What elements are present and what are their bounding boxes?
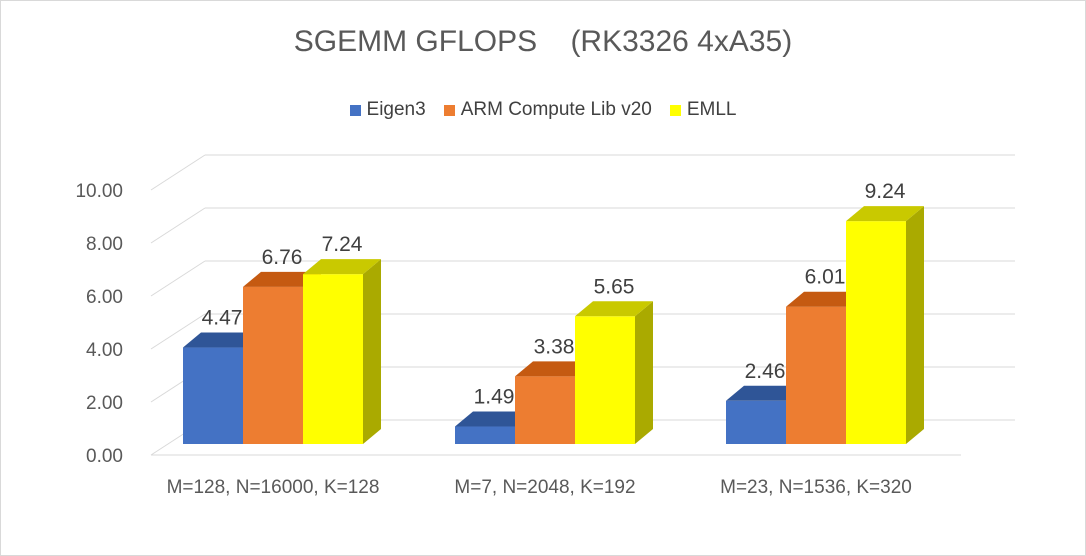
data-label-0-0: 4.47 (202, 307, 243, 330)
legend-label-arm-compute-lib: ARM Compute Lib v20 (460, 99, 652, 120)
bar-top-0-0 (183, 332, 261, 348)
legend-item-emll: EMLL (669, 99, 737, 121)
data-label-2-0: 7.24 (322, 233, 363, 256)
bar-front-0-1 (455, 426, 515, 444)
x-category-label-0: M=128, N=16000, K=128 (167, 477, 380, 498)
bar-front-2-0 (303, 274, 363, 444)
bar-front-2-1 (575, 316, 635, 444)
legend-label-emll: EMLL (686, 99, 737, 120)
gridline-slant-2 (150, 313, 206, 350)
bar-top-2-2 (846, 206, 924, 222)
y-tick-label-3: 6.00 (86, 287, 123, 308)
bar-top-2-0 (303, 259, 381, 275)
gridline-slant-5 (150, 154, 206, 191)
y-tick-label-4: 8.00 (86, 234, 123, 255)
bar-front-0-0 (183, 347, 243, 444)
legend-swatch-emll (669, 104, 681, 116)
bar-top-0-1 (455, 411, 533, 427)
x-category-label-1: M=7, N=2048, K=192 (454, 477, 635, 498)
legend-swatch-arm-compute-lib (443, 104, 455, 116)
x-category-label-2: M=23, N=1536, K=320 (720, 477, 912, 498)
bar-top-0-2 (726, 385, 804, 401)
data-label-0-2: 2.46 (745, 360, 786, 383)
bar-front-1-1 (515, 376, 575, 444)
y-tick-label-2: 4.00 (86, 340, 123, 361)
legend-swatch-eigen3 (349, 104, 361, 116)
gridline-slant-4 (150, 207, 206, 244)
bar-top-1-0 (243, 271, 321, 287)
legend-item-arm-compute-lib: ARM Compute Lib v20 (443, 99, 652, 121)
y-tick-label-1: 2.00 (86, 393, 123, 414)
y-tick-label-0: 0.00 (86, 446, 123, 467)
bar-front-1-0 (243, 286, 303, 444)
data-label-1-0: 6.76 (262, 246, 303, 269)
chart-title: SGEMM GFLOPS (RK3326 4xA35) (293, 25, 793, 58)
legend-item-eigen3: Eigen3 (349, 99, 426, 121)
data-label-1-1: 3.38 (534, 335, 575, 358)
bar-front-2-2 (846, 221, 906, 444)
bar-top-1-2 (786, 291, 864, 307)
bar-front-0-2 (726, 400, 786, 444)
gridline-slant-3 (150, 260, 206, 297)
bar-front-1-2 (786, 306, 846, 444)
data-label-2-2: 9.24 (865, 180, 906, 203)
bar-top-2-1 (575, 301, 653, 317)
bar-side-2-1 (635, 301, 653, 444)
data-label-0-1: 1.49 (474, 386, 515, 409)
data-label-1-2: 6.01 (805, 266, 846, 289)
y-tick-label-5: 10.00 (75, 181, 123, 202)
bar-top-1-1 (515, 361, 593, 377)
bar-side-2-2 (906, 206, 924, 444)
bar-side-2-0 (363, 259, 381, 444)
legend: Eigen3 ARM Compute Lib v20 EMLL (1, 99, 1085, 121)
data-label-2-1: 5.65 (594, 275, 635, 298)
legend-label-eigen3: Eigen3 (366, 99, 426, 120)
